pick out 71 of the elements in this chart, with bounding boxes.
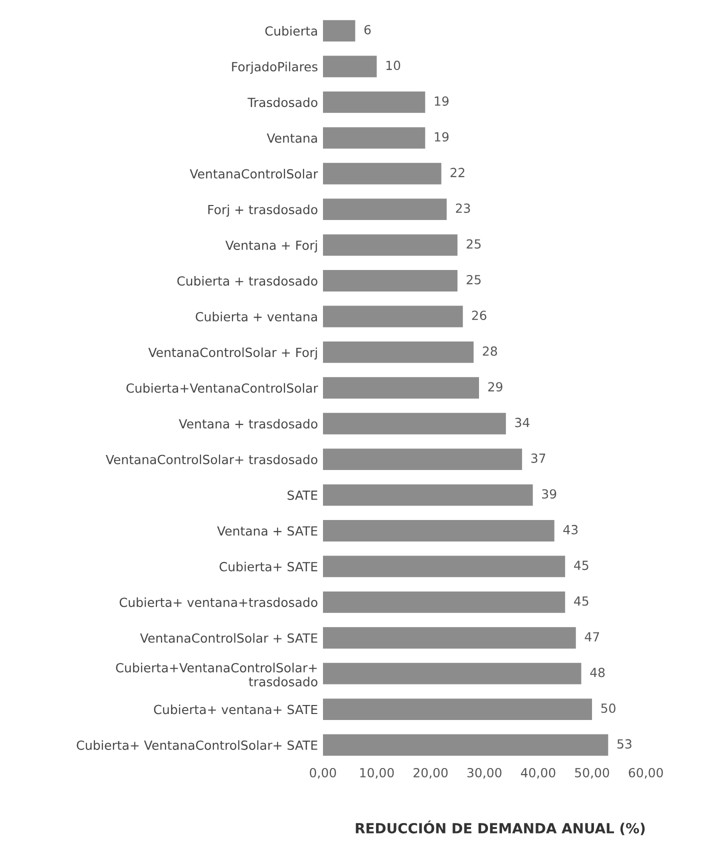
y-tick-label: Ventana + SATE: [217, 526, 318, 536]
bar: [322, 520, 554, 542]
y-tick-label: Ventana + Forj: [225, 240, 317, 252]
data-label: 19: [434, 132, 449, 142]
bar: [322, 56, 377, 78]
x-tick-label: 0,00: [310, 768, 336, 779]
bar: [322, 448, 522, 470]
data-label: 50: [601, 703, 616, 713]
data-label: 53: [617, 739, 632, 749]
y-tick-label: Cubierta+VentanaControlSolar+ trasdosado: [116, 662, 318, 686]
bar: [322, 734, 608, 756]
data-label: 19: [434, 96, 449, 106]
y-tick-label: Cubierta+ ventana+ SATE: [154, 704, 318, 714]
data-label: 47: [584, 632, 600, 642]
x-tick-label: 30,00: [467, 768, 502, 779]
y-tick-label: Trasdosado: [248, 97, 318, 108]
x-axis-title: REDUCCIÓN DE DEMANDA ANUAL (%): [356, 820, 645, 836]
y-tick-label: Ventana + trasdosado: [178, 418, 318, 429]
y-tick-label: VentanaControlSolar: [190, 168, 318, 179]
data-label: 48: [590, 668, 605, 678]
y-tick-label: SATE: [288, 490, 318, 500]
bar: [322, 484, 533, 506]
data-label: 43: [563, 524, 578, 534]
data-label: 34: [515, 418, 530, 428]
data-label: 29: [488, 382, 502, 392]
bar: [322, 556, 566, 578]
y-tick-label: Cubierta+ ventana+trasdosado: [120, 597, 318, 608]
y-tick-label: Forj + trasdosado: [208, 204, 318, 217]
data-label: 25: [466, 239, 481, 249]
bar: [322, 270, 458, 292]
data-label: 26: [472, 310, 486, 320]
data-label: 39: [542, 489, 556, 499]
y-tick-label: Cubierta + ventana: [196, 312, 317, 322]
bar: [322, 591, 566, 613]
x-tick-label: 60,00: [628, 768, 663, 779]
bar: [322, 20, 356, 42]
x-tick-label: 50,00: [575, 768, 610, 779]
data-label: 22: [450, 168, 464, 178]
y-tick-label: Ventana: [266, 134, 317, 143]
bar: [322, 198, 447, 220]
y-tick-label: Cubierta+ SATE: [220, 562, 318, 572]
data-label: 45: [574, 560, 588, 570]
bar: [322, 306, 463, 328]
data-label: 45: [574, 596, 588, 606]
y-tick-label: Cubierta: [265, 26, 317, 36]
y-tick-label: VentanaControlSolar + SATE: [140, 633, 318, 643]
data-label: 37: [531, 453, 546, 463]
bar: [322, 162, 442, 184]
y-tick-label: Cubierta+VentanaControlSolar: [126, 383, 318, 393]
bar: [322, 377, 479, 399]
bar: [322, 627, 576, 649]
data-label: 6: [364, 24, 371, 34]
y-tick-label: ForjadoPilares: [232, 62, 318, 74]
data-label: 28: [482, 346, 497, 356]
bar: [322, 234, 458, 256]
bar: [322, 341, 474, 363]
bar: [322, 91, 426, 113]
y-tick-label: Cubierta+ VentanaControlSolar+ SATE: [76, 740, 318, 750]
y-tick-label: Cubierta + trasdosado: [177, 276, 318, 286]
bar: [322, 698, 592, 720]
bar: [322, 662, 582, 684]
x-tick-label: 10,00: [360, 768, 394, 779]
data-label: 10: [386, 60, 400, 70]
y-tick-label: VentanaControlSolar + Forj: [148, 347, 317, 360]
data-label: 25: [466, 274, 481, 284]
data-label: 23: [456, 204, 470, 213]
bar: [322, 127, 426, 149]
bar: [322, 412, 506, 434]
y-tick-label: VentanaControlSolar+ trasdosado: [106, 454, 318, 464]
x-tick-label: 40,00: [520, 768, 556, 779]
x-tick-label: 20,00: [414, 768, 448, 779]
